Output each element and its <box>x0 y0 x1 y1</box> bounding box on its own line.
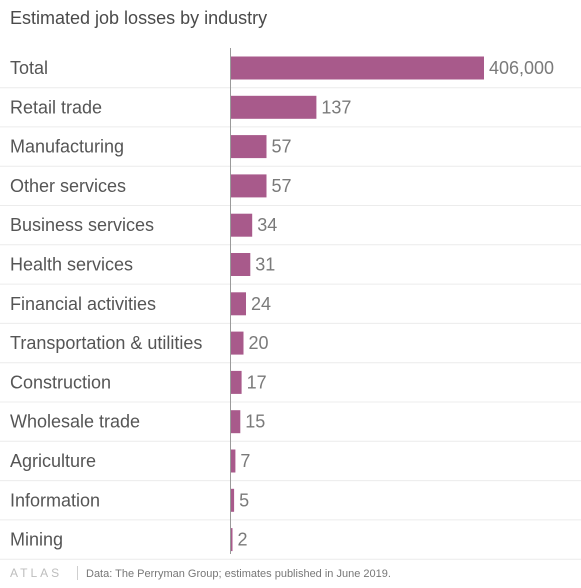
value-label: 17 <box>247 372 267 392</box>
bar-transportation-utilities <box>231 331 244 355</box>
bar-manufacturing <box>231 135 267 159</box>
bar-health-services <box>231 253 251 276</box>
value-label: 34 <box>257 215 277 235</box>
value-label: 20 <box>249 333 269 353</box>
category-label: Health services <box>10 255 133 275</box>
category-label: Transportation & utilities <box>10 333 202 353</box>
bar-wholesale-trade <box>231 410 241 434</box>
bar-agriculture <box>231 449 236 473</box>
category-labels: Total Retail trade Manufacturing Other serv… <box>10 58 202 550</box>
value-label: 406,000 <box>489 58 554 78</box>
bar-construction <box>231 370 242 394</box>
value-label: 31 <box>255 255 275 275</box>
category-label: Wholesale trade <box>10 412 140 432</box>
value-label: 5 <box>239 490 249 510</box>
value-label: 15 <box>245 412 265 432</box>
bar-retail-trade <box>231 95 317 119</box>
bar-information <box>231 488 235 512</box>
value-label: 137 <box>321 97 351 117</box>
atlas-logo: ATLAS <box>10 566 62 580</box>
category-label: Retail trade <box>10 97 102 117</box>
value-label: 2 <box>238 530 248 550</box>
bar-mining <box>231 528 233 552</box>
category-label: Agriculture <box>10 451 96 471</box>
data-source-note: Data: The Perryman Group; estimates publ… <box>86 568 391 580</box>
category-label: Mining <box>10 530 63 550</box>
category-label: Manufacturing <box>10 137 124 157</box>
category-label: Information <box>10 490 100 510</box>
chart-title: Estimated job losses by industry <box>10 8 267 28</box>
value-labels: 406,000 137 57 57 34 31 24 20 17 15 7 5 2 <box>238 58 555 550</box>
bar-financial-activities <box>231 292 246 316</box>
value-label: 24 <box>251 294 271 314</box>
value-label: 57 <box>272 176 292 196</box>
bar-other-services <box>231 174 267 198</box>
category-label: Financial activities <box>10 294 156 314</box>
category-label: Other services <box>10 176 126 196</box>
bars <box>231 56 484 552</box>
category-label: Construction <box>10 372 111 392</box>
bar-business-services <box>231 213 253 237</box>
category-label: Total <box>10 58 48 78</box>
value-label: 57 <box>272 137 292 157</box>
gridlines <box>0 87 581 560</box>
category-label: Business services <box>10 215 154 235</box>
bar-total <box>231 56 484 80</box>
value-label: 7 <box>240 451 250 471</box>
